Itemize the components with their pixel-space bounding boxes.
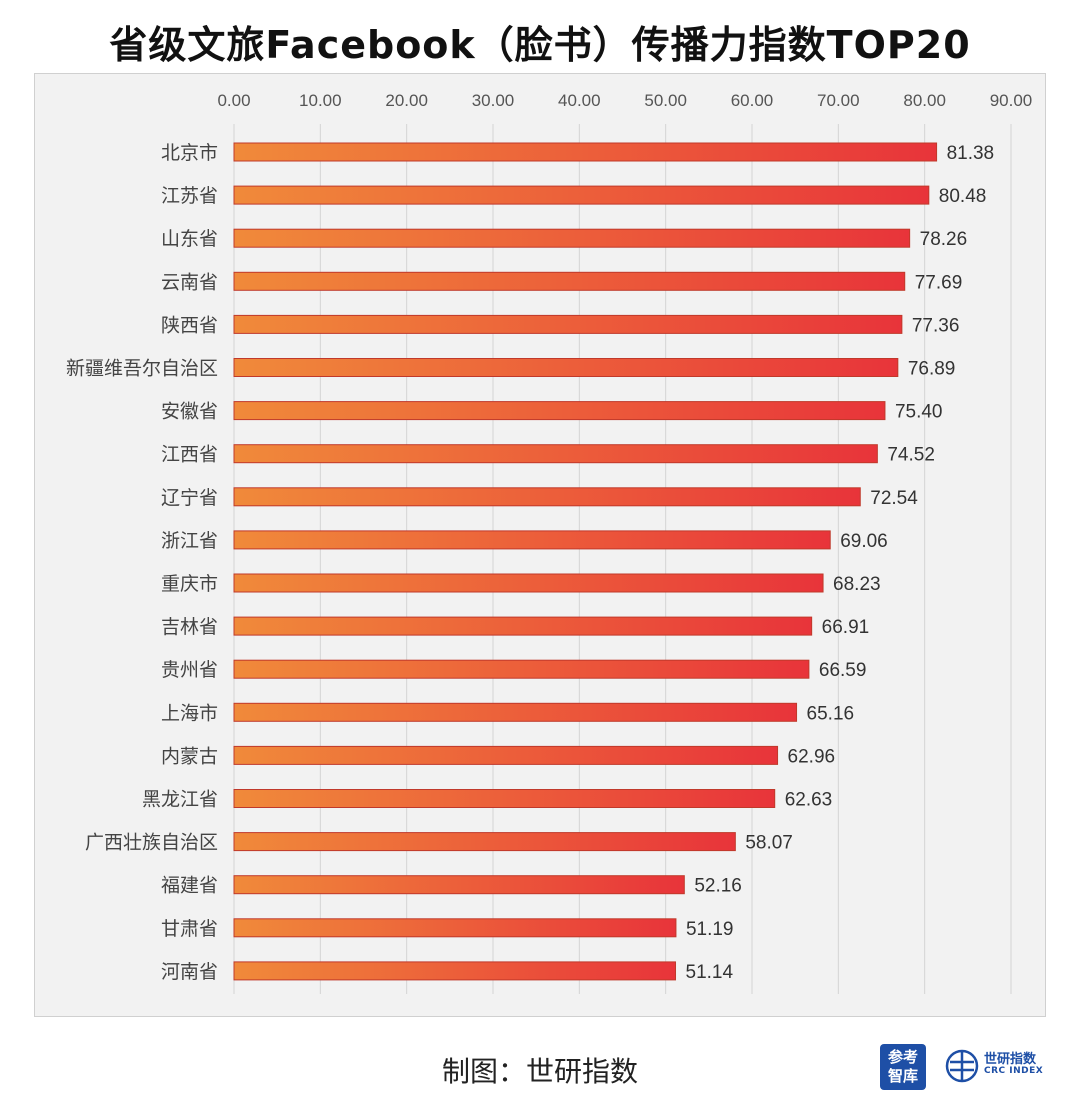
category-label: 山东省 bbox=[161, 228, 218, 250]
bar bbox=[233, 659, 810, 679]
x-tick-label: 80.00 bbox=[903, 91, 946, 110]
data-label: 62.96 bbox=[788, 746, 836, 767]
data-label: 65.16 bbox=[807, 703, 855, 724]
category-label: 内蒙古 bbox=[161, 745, 218, 767]
x-tick-label: 90.00 bbox=[990, 91, 1033, 110]
bar bbox=[233, 530, 831, 550]
x-tick-label: 60.00 bbox=[731, 91, 774, 110]
category-label: 上海市 bbox=[161, 702, 218, 724]
category-label: 辽宁省 bbox=[161, 487, 218, 509]
category-label: 福建省 bbox=[161, 875, 218, 897]
category-label: 陕西省 bbox=[161, 314, 218, 336]
globe-icon bbox=[945, 1049, 979, 1083]
category-label: 贵州省 bbox=[161, 659, 218, 681]
bar bbox=[233, 444, 878, 464]
category-label: 云南省 bbox=[161, 271, 218, 293]
x-tick-label: 40.00 bbox=[558, 91, 601, 110]
bar bbox=[233, 358, 899, 377]
data-label: 52.16 bbox=[694, 876, 742, 897]
data-label: 80.48 bbox=[939, 186, 987, 207]
bar bbox=[233, 573, 824, 593]
logo-line2: 智库 bbox=[887, 1067, 918, 1085]
category-label: 黑龙江省 bbox=[142, 789, 218, 811]
bar bbox=[233, 961, 677, 981]
bar bbox=[233, 875, 685, 895]
data-label: 77.36 bbox=[912, 315, 960, 336]
chart-area: 0.00 10.00 20.00 30.00 40.00 50.00 60.00 70.00 8… bbox=[34, 73, 1046, 1017]
category-label: 河南省 bbox=[161, 961, 218, 983]
category-label: 北京市 bbox=[161, 142, 218, 164]
bar bbox=[233, 228, 911, 248]
bar bbox=[233, 185, 930, 205]
category-label: 安徽省 bbox=[161, 401, 218, 423]
category-label: 吉林省 bbox=[161, 616, 218, 638]
category-label: 广西壮族自治区 bbox=[85, 832, 218, 854]
data-label: 78.26 bbox=[920, 229, 968, 250]
cankao-zhiku-logo: 参考 智库 bbox=[880, 1044, 926, 1090]
data-label: 77.69 bbox=[915, 272, 963, 293]
category-label: 新疆维吾尔自治区 bbox=[66, 358, 218, 380]
category-label: 浙江省 bbox=[161, 530, 218, 552]
data-label: 75.40 bbox=[895, 402, 943, 423]
data-label: 66.59 bbox=[819, 660, 867, 681]
x-tick-label: 50.00 bbox=[644, 91, 687, 110]
category-label: 重庆市 bbox=[161, 573, 218, 595]
bar bbox=[233, 702, 798, 722]
data-label: 69.06 bbox=[840, 531, 888, 552]
bar bbox=[233, 401, 886, 421]
crc-index-logo: 世研指数 CRC INDEX bbox=[944, 1046, 1054, 1086]
bar bbox=[233, 142, 938, 162]
bar bbox=[233, 271, 906, 291]
bar bbox=[233, 918, 677, 938]
crc-name: 世研指数 bbox=[984, 1052, 1037, 1067]
chart-title: 省级文旅Facebook（脸书）传播力指数TOP20 bbox=[109, 23, 971, 67]
x-tick-label: 70.00 bbox=[817, 91, 860, 110]
x-tick-label: 10.00 bbox=[299, 91, 342, 110]
logo-line1: 参考 bbox=[887, 1048, 918, 1066]
footer-credit: 制图：世研指数 bbox=[442, 1055, 639, 1088]
data-label: 74.52 bbox=[887, 445, 935, 466]
bar bbox=[233, 616, 813, 636]
category-label: 江西省 bbox=[161, 444, 218, 466]
bar bbox=[233, 487, 861, 507]
x-tick-label: 30.00 bbox=[472, 91, 515, 110]
bar bbox=[233, 745, 779, 765]
bar bbox=[233, 789, 776, 808]
category-label: 江苏省 bbox=[161, 185, 218, 207]
data-label: 66.91 bbox=[822, 617, 870, 638]
bar bbox=[233, 832, 736, 852]
bar bbox=[233, 314, 903, 334]
x-tick-label: 20.00 bbox=[385, 91, 428, 110]
bar-chart: 0.00 10.00 20.00 30.00 40.00 50.00 60.00 70.00 8… bbox=[66, 91, 1033, 994]
data-label: 58.07 bbox=[745, 833, 793, 854]
data-label: 81.38 bbox=[947, 143, 995, 164]
data-label: 68.23 bbox=[833, 574, 881, 595]
x-tick-label: 0.00 bbox=[217, 91, 250, 110]
data-label: 76.89 bbox=[908, 359, 956, 380]
data-label: 62.63 bbox=[785, 790, 833, 811]
data-label: 72.54 bbox=[870, 488, 918, 509]
category-label: 甘肃省 bbox=[161, 918, 218, 940]
data-label: 51.14 bbox=[686, 962, 734, 983]
crc-sub: CRC INDEX bbox=[984, 1066, 1044, 1076]
data-label: 51.19 bbox=[686, 919, 734, 940]
